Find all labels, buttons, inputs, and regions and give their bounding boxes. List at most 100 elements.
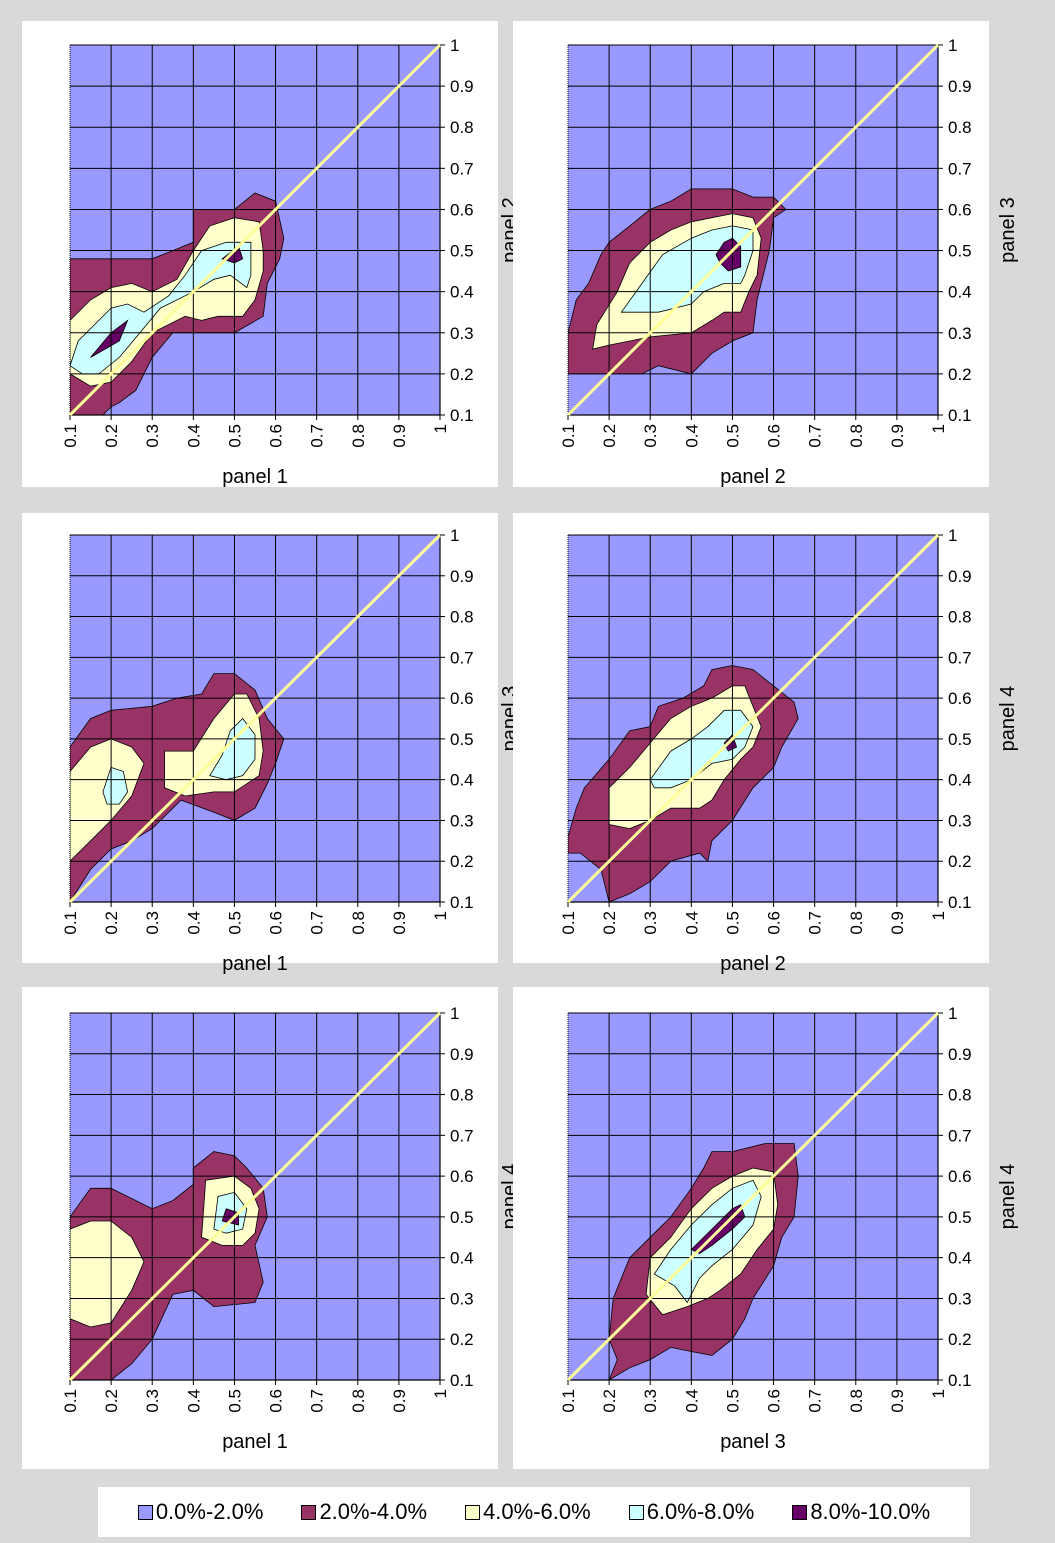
x-tick-label: 0.8 (349, 424, 368, 448)
diagonal-line (68, 1011, 442, 1382)
y-axis-title: panel 4 (997, 1164, 1019, 1230)
legend: 0.0%-2.0% 2.0%-4.0% 4.0%-6.0% 6.0%-8.0% … (98, 1487, 970, 1537)
y-tick-label: 0.6 (948, 200, 972, 219)
y-tick-label: 0.4 (948, 1249, 972, 1268)
chart-panel: 0.1 0.1 0.2 0.2 0.3 0.3 0.4 0.4 0.5 0.5 0.6 0.6 0.7 0… (513, 21, 1019, 488)
x-tick-label: 0.6 (765, 424, 784, 448)
x-tick-label: 0.8 (847, 1389, 866, 1413)
legend-label: 0.0%-2.0% (155, 1499, 264, 1524)
y-tick-label: 0.2 (450, 365, 474, 384)
x-tick-label: 0.4 (184, 911, 203, 935)
x-tick-label: 0.5 (225, 911, 244, 935)
legend-swatch (137, 1504, 153, 1520)
y-tick-label: 0.4 (948, 771, 972, 790)
x-tick-label: 0.7 (308, 911, 327, 935)
y-tick-label: 0.8 (450, 118, 474, 137)
diagonal-line (68, 43, 442, 417)
legend-label: 4.0%-6.0% (483, 1499, 591, 1524)
y-tick-label: 0.1 (948, 1371, 972, 1390)
x-tick-label: 1 (929, 911, 948, 920)
x-tick-label: 0.5 (723, 1389, 742, 1413)
y-tick-label: 0.2 (948, 365, 972, 384)
x-tick-label: 0.2 (600, 424, 619, 448)
y-tick-label: 0.9 (450, 77, 474, 96)
y-tick-label: 0.5 (948, 1208, 972, 1227)
x-tick-label: 0.8 (847, 424, 866, 448)
y-tick-label: 0.9 (450, 1045, 474, 1064)
y-tick-label: 0.8 (450, 1086, 474, 1105)
y-tick-label: 0.7 (450, 159, 474, 178)
x-tick-label: 0.2 (600, 1389, 619, 1413)
y-tick-label: 1 (450, 1004, 459, 1023)
x-tick-label: 0.4 (682, 1389, 701, 1413)
y-tick-label: 0.8 (450, 608, 474, 627)
x-tick-label: 0.4 (682, 424, 701, 448)
x-tick-label: 0.6 (765, 911, 784, 935)
x-tick-label: 0.6 (267, 1389, 286, 1413)
x-tick-label: 0.9 (888, 911, 907, 935)
y-tick-label: 0.8 (948, 118, 972, 137)
y-tick-label: 0.7 (450, 648, 474, 667)
y-tick-label: 0.9 (450, 567, 474, 586)
y-tick-label: 0.6 (948, 689, 972, 708)
y-tick-label: 1 (450, 36, 459, 55)
x-tick-label: 0.3 (641, 1389, 660, 1413)
x-tick-label: 0.2 (102, 424, 121, 448)
diagonal-line (566, 533, 940, 904)
y-tick-label: 0.2 (450, 1330, 474, 1349)
y-tick-label: 0.7 (948, 159, 972, 178)
contour-band (90, 319, 129, 358)
x-tick-label: 0.7 (308, 424, 327, 448)
y-tick-label: 1 (948, 36, 957, 55)
y-tick-label: 0.4 (948, 283, 972, 302)
y-tick-label: 0.2 (948, 852, 972, 871)
x-tick-label: 0.1 (559, 911, 578, 935)
x-axis-title: panel 2 (720, 953, 786, 975)
x-tick-label: 0.7 (806, 1389, 825, 1413)
y-tick-label: 0.5 (450, 242, 474, 261)
x-axis-title: panel 2 (720, 466, 786, 488)
legend-item: 0.0%-2.0% (137, 1499, 264, 1525)
x-tick-label: 0.1 (61, 1389, 80, 1413)
chart-panel: 0.1 0.1 0.2 0.2 0.3 0.3 0.4 0.4 0.5 0.5 0.6 0.6 0.7 0… (513, 513, 1019, 975)
y-tick-label: 0.1 (450, 893, 474, 912)
y-tick-label: 0.1 (450, 1371, 474, 1390)
y-tick-label: 0.3 (948, 811, 972, 830)
x-tick-label: 0.9 (390, 911, 409, 935)
y-tick-label: 0.7 (948, 648, 972, 667)
legend-swatch (465, 1504, 481, 1520)
y-tick-label: 0.1 (450, 406, 474, 425)
y-tick-label: 0.5 (948, 730, 972, 749)
legend-label: 2.0%-4.0% (319, 1499, 428, 1524)
chart-panel: 0.1 0.1 0.2 0.2 0.3 0.3 0.4 0.4 0.5 0.5 0.6 0.6 0.7 0… (513, 987, 1019, 1469)
legend-item: 2.0%-4.0% (301, 1499, 427, 1525)
legend-item: 4.0%-6.0% (465, 1499, 591, 1525)
diagonal-line (566, 43, 940, 417)
chart-panel: 0.1 0.1 0.2 0.2 0.3 0.3 0.4 0.4 0.5 0.5 0.6 0.6 0.7 0… (22, 21, 521, 488)
y-tick-label: 0.4 (450, 771, 474, 790)
x-axis-title: panel 1 (222, 953, 288, 975)
y-tick-label: 0.7 (450, 1126, 474, 1145)
x-axis-title: panel 3 (720, 1431, 786, 1453)
x-tick-label: 0.3 (641, 911, 660, 935)
x-tick-label: 0.9 (888, 1389, 907, 1413)
legend-swatch (301, 1504, 317, 1520)
y-tick-label: 0.3 (948, 324, 972, 343)
legend-label: 6.0%-8.0% (646, 1499, 755, 1524)
legend-swatch (792, 1504, 808, 1520)
y-tick-label: 0.5 (948, 242, 972, 261)
x-tick-label: 0.9 (390, 424, 409, 448)
x-tick-label: 0.1 (61, 424, 80, 448)
x-tick-label: 0.5 (723, 424, 742, 448)
legend-item: 6.0%-8.0% (628, 1499, 755, 1525)
chart-panel: 0.1 0.1 0.2 0.2 0.3 0.3 0.4 0.4 0.5 0.5 0.6 0.6 0.7 0… (22, 513, 521, 975)
x-tick-label: 1 (431, 1389, 450, 1398)
x-tick-label: 0.6 (267, 911, 286, 935)
legend-label: 8.0%-10.0% (810, 1499, 931, 1524)
y-axis-title: panel 4 (997, 686, 1019, 752)
y-tick-label: 0.3 (450, 324, 474, 343)
y-tick-label: 0.3 (450, 1289, 474, 1308)
legend-swatch (628, 1504, 644, 1520)
y-tick-label: 0.8 (948, 1086, 972, 1105)
y-tick-label: 1 (948, 1004, 957, 1023)
